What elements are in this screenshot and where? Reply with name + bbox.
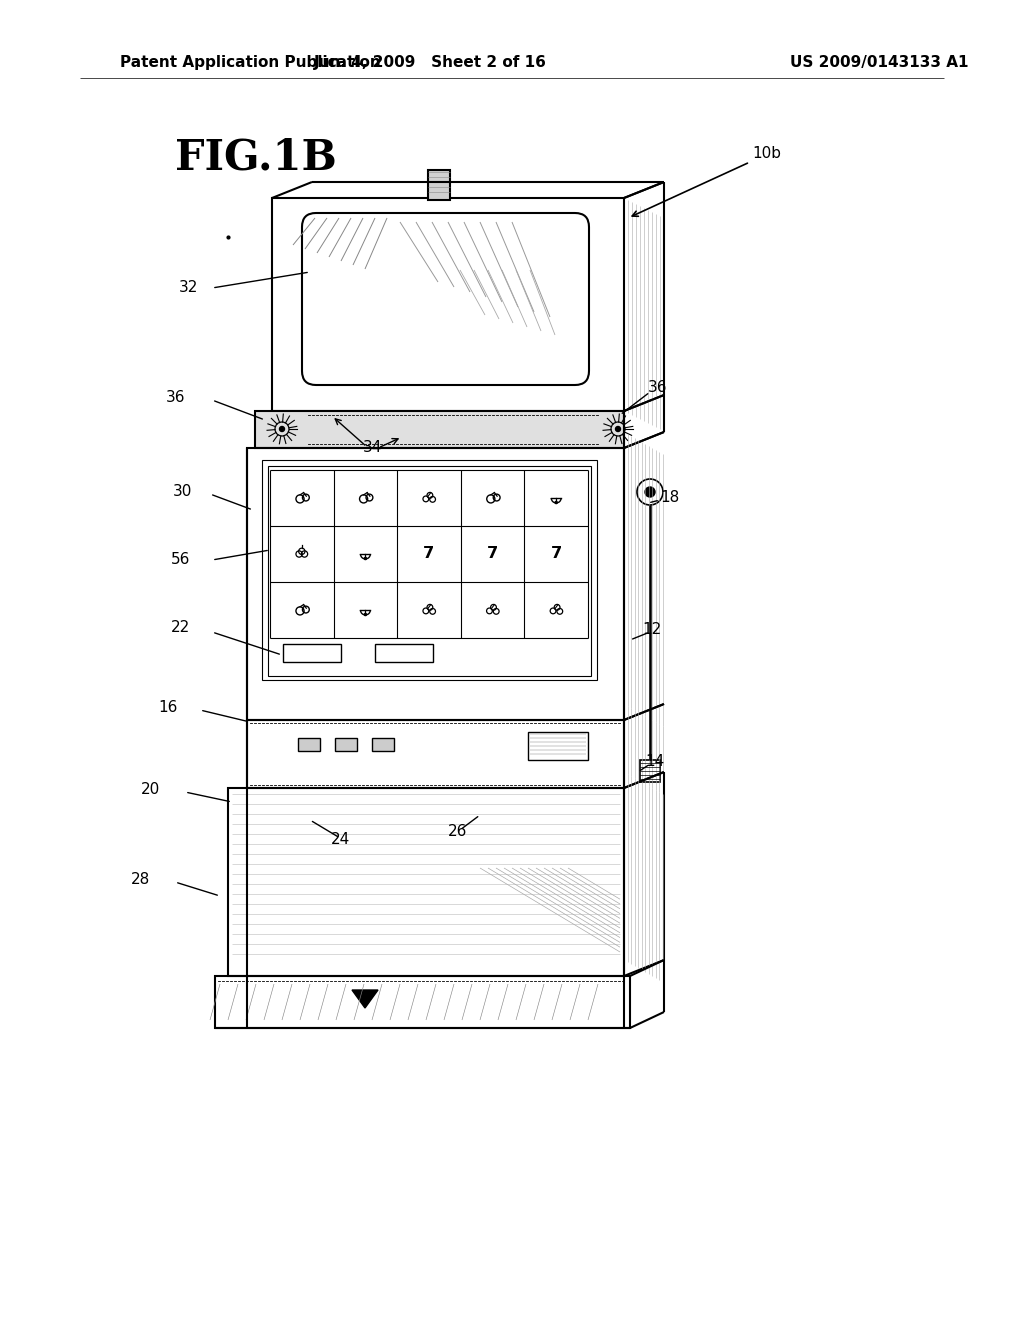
Polygon shape [352, 990, 378, 1008]
Text: Jun. 4, 2009   Sheet 2 of 16: Jun. 4, 2009 Sheet 2 of 16 [313, 54, 547, 70]
Text: 30: 30 [173, 484, 193, 499]
Text: 26: 26 [449, 825, 468, 840]
Bar [262, 459, 597, 680]
Text: FIG.1B: FIG.1B [175, 137, 337, 180]
Text: 22: 22 [171, 620, 190, 635]
Text: 28: 28 [131, 873, 150, 887]
Bar [247, 447, 624, 719]
Text: 16: 16 [159, 700, 178, 714]
Bar [255, 411, 624, 447]
Bar [272, 198, 624, 411]
Text: 20: 20 [140, 783, 160, 797]
Text: 34: 34 [362, 441, 382, 455]
Bar [375, 644, 433, 663]
Text: 32: 32 [178, 280, 198, 294]
Text: 14: 14 [645, 755, 665, 770]
Text: 7: 7 [551, 546, 562, 561]
Bar [268, 466, 591, 676]
Text: Patent Application Publication: Patent Application Publication [120, 54, 381, 70]
Text: US 2009/0143133 A1: US 2009/0143133 A1 [790, 54, 969, 70]
Circle shape [365, 614, 367, 615]
Bar [283, 644, 341, 663]
Bar [228, 788, 624, 975]
Bar [372, 738, 394, 751]
Bar [298, 738, 319, 751]
Bar [428, 170, 450, 201]
Circle shape [615, 426, 621, 432]
Bar [215, 975, 630, 1028]
Text: 7: 7 [487, 546, 499, 561]
Circle shape [365, 557, 367, 560]
Text: 56: 56 [171, 553, 190, 568]
Circle shape [645, 487, 655, 498]
Bar [640, 760, 660, 781]
Text: 10b: 10b [752, 145, 781, 161]
Text: 36: 36 [166, 391, 185, 405]
Bar [335, 738, 357, 751]
Text: 12: 12 [642, 623, 662, 638]
Bar [528, 733, 588, 760]
Circle shape [555, 502, 557, 504]
Text: 7: 7 [423, 546, 434, 561]
Text: 36: 36 [648, 380, 668, 396]
Bar [247, 719, 624, 788]
Circle shape [280, 426, 285, 432]
Text: 18: 18 [660, 491, 679, 506]
Text: 24: 24 [331, 833, 349, 847]
